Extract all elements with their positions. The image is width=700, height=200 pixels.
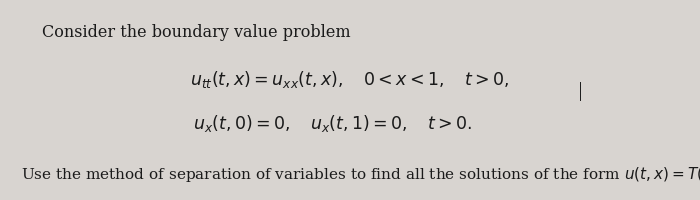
Text: Use the method of separation of variables to find all the solutions of the form : Use the method of separation of variable… bbox=[21, 165, 700, 184]
Text: Consider the boundary value problem: Consider the boundary value problem bbox=[42, 24, 351, 41]
Text: $u_{tt}(t,x) = u_{xx}(t,x), \quad 0 < x < 1, \quad t > 0,$: $u_{tt}(t,x) = u_{xx}(t,x), \quad 0 < x … bbox=[190, 70, 510, 90]
Text: $u_x(t,0) = 0, \quad u_x(t,1) = 0, \quad t > 0.$: $u_x(t,0) = 0, \quad u_x(t,1) = 0, \quad… bbox=[193, 114, 472, 134]
